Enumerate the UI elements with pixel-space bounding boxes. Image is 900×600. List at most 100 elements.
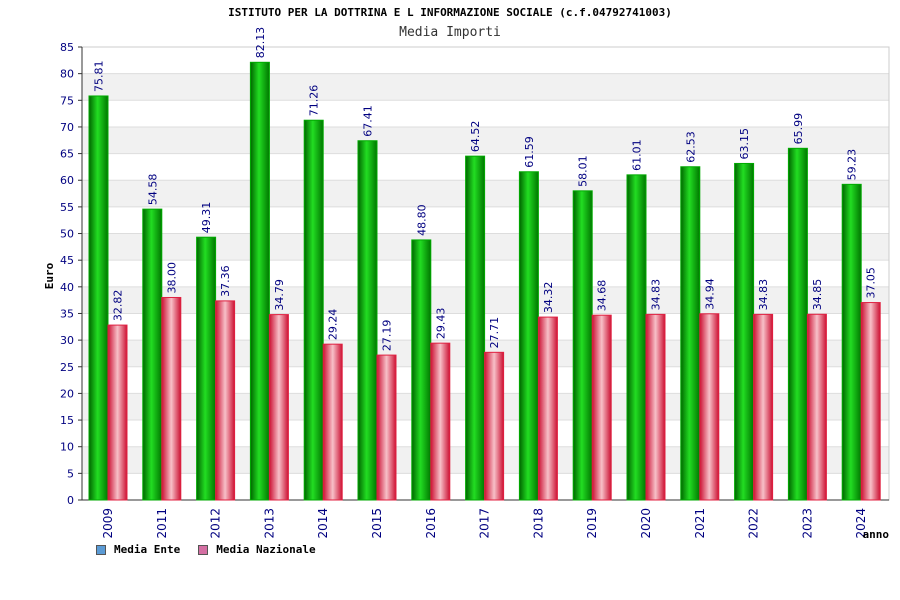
data-label-media-nazionale-2012: 37.36: [219, 265, 232, 297]
y-tick-label: 75: [60, 94, 74, 107]
x-tick-label-2016: 2016: [424, 508, 438, 539]
grid-band: [82, 100, 889, 127]
y-tick-label: 35: [60, 307, 74, 320]
bar-media-nazionale-2012: [215, 300, 236, 501]
grid-band: [82, 126, 889, 154]
bar-media-ente-2023: [787, 147, 808, 501]
data-label-media-nazionale-2021: 34.94: [703, 278, 716, 310]
data-label-media-ente-2020: 61.01: [631, 139, 644, 171]
data-label-media-ente-2022: 63.15: [738, 128, 751, 160]
bar-media-ente-2021: [680, 166, 701, 501]
y-tick-label: 65: [60, 148, 74, 161]
bar-media-ente-2017: [465, 155, 486, 501]
bar-media-ente-2019: [572, 190, 593, 501]
legend: Media Ente Media Nazionale: [96, 543, 334, 556]
bar-media-ente-2012: [196, 236, 217, 501]
data-label-media-nazionale-2013: 34.79: [273, 279, 286, 311]
data-label-media-nazionale-2019: 34.68: [596, 280, 609, 312]
grid-band: [82, 206, 889, 234]
data-label-media-ente-2018: 61.59: [523, 136, 536, 168]
x-tick-label-2015: 2015: [370, 508, 384, 539]
y-tick-label: 0: [67, 494, 74, 507]
bar-media-ente-2009: [88, 95, 109, 501]
bar-media-nazionale-2014: [322, 343, 343, 501]
data-label-media-nazionale-2023: 34.85: [811, 279, 824, 311]
y-tick-label: 70: [60, 121, 74, 134]
data-label-media-ente-2012: 49.31: [200, 202, 213, 234]
bar-labels: 75.81 32.82 54.58 38.00 49.31 37.36 82.13 34.79…: [93, 27, 878, 351]
y-axis-label: Euro: [43, 262, 56, 289]
data-label-media-ente-2011: 54.58: [146, 174, 159, 206]
x-tick-label-2017: 2017: [478, 508, 492, 539]
chart-title: ISTITUTO PER LA DOTTRINA E L INFORMAZION…: [228, 6, 672, 19]
data-label-media-ente-2013: 82.13: [254, 27, 267, 59]
x-tick-label-2014: 2014: [316, 508, 330, 539]
x-tick-label-2012: 2012: [209, 508, 223, 539]
data-label-media-nazionale-2017: 27.71: [488, 317, 501, 348]
y-tick-label: 55: [60, 201, 74, 214]
x-tick-label-2018: 2018: [531, 508, 545, 539]
bar-media-nazionale-2021: [699, 313, 720, 501]
bar-media-ente-2016: [411, 239, 432, 501]
data-label-media-ente-2016: 48.80: [415, 204, 428, 236]
x-tick-label-2023: 2023: [800, 508, 814, 539]
bar-media-nazionale-2016: [430, 342, 451, 501]
y-tick-label: 20: [60, 387, 74, 400]
bar-media-nazionale-2013: [268, 314, 289, 501]
chart-subtitle: Media Importi: [399, 25, 501, 40]
data-label-media-nazionale-2024: 37.05: [865, 267, 878, 299]
y-tick-label: 10: [60, 441, 74, 454]
x-axis-label: anno: [863, 528, 890, 541]
data-label-media-nazionale-2011: 38.00: [165, 262, 178, 294]
legend-swatch-media-nazionale: [198, 544, 209, 555]
data-label-media-ente-2021: 62.53: [684, 131, 697, 163]
grid-band: [82, 260, 889, 287]
x-tick-label-2024: 2024: [854, 508, 868, 539]
bar-media-ente-2013: [249, 61, 270, 501]
data-label-media-nazionale-2015: 27.19: [381, 320, 394, 352]
grid-band: [82, 47, 889, 74]
data-label-media-ente-2023: 65.99: [792, 113, 805, 145]
y-tick-label: 5: [67, 467, 74, 480]
data-label-media-ente-2019: 58.01: [577, 155, 590, 187]
grid-band: [82, 153, 889, 181]
legend-label-media-ente: Media Ente: [114, 543, 181, 556]
legend-item-media-nazionale: Media Nazionale: [198, 543, 316, 556]
grid-band: [82, 233, 889, 261]
bar-media-ente-2024: [841, 183, 862, 501]
y-tick-label: 85: [60, 41, 74, 54]
bar-media-ente-2022: [734, 162, 755, 501]
bar-media-ente-2020: [626, 174, 647, 501]
bar-media-nazionale-2020: [645, 313, 666, 501]
bar-media-ente-2018: [518, 171, 539, 501]
data-label-media-ente-2009: 75.81: [93, 60, 106, 92]
data-label-media-nazionale-2009: 32.82: [112, 290, 125, 322]
bar-media-nazionale-2015: [376, 354, 397, 501]
x-tick-label-2009: 2009: [101, 508, 115, 539]
bar-media-nazionale-2017: [484, 351, 505, 501]
bar-media-nazionale-2009: [107, 324, 128, 501]
bars: [88, 61, 881, 501]
legend-label-media-nazionale: Media Nazionale: [216, 543, 316, 556]
bar-media-nazionale-2023: [806, 313, 827, 501]
data-label-media-nazionale-2016: 29.43: [434, 308, 447, 340]
x-tick-label-2021: 2021: [693, 508, 707, 539]
x-axis: 2009 2011 2012 2013 2014 2015 2016 2017 2018 2019…: [82, 499, 889, 539]
y-tick-label: 50: [60, 228, 74, 241]
x-tick-label-2019: 2019: [585, 508, 599, 539]
data-label-media-ente-2014: 71.26: [308, 85, 321, 117]
data-label-media-nazionale-2020: 34.83: [650, 279, 663, 311]
x-tick-label-2020: 2020: [639, 508, 653, 539]
data-label-media-nazionale-2014: 29.24: [327, 309, 340, 341]
y-axis: 0 5 10 15 20 25 30 35 40 45 50 55 60 65 70 75 80 85: [60, 41, 83, 507]
data-label-media-ente-2015: 67.41: [362, 105, 375, 137]
legend-item-media-ente: Media Ente: [96, 543, 180, 556]
y-tick-label: 15: [60, 414, 74, 427]
bar-media-ente-2011: [142, 208, 163, 501]
bar-media-nazionale-2024: [860, 302, 881, 501]
data-label-media-nazionale-2022: 34.83: [757, 279, 770, 311]
x-tick-label-2011: 2011: [155, 508, 169, 539]
y-tick-label: 60: [60, 174, 74, 187]
